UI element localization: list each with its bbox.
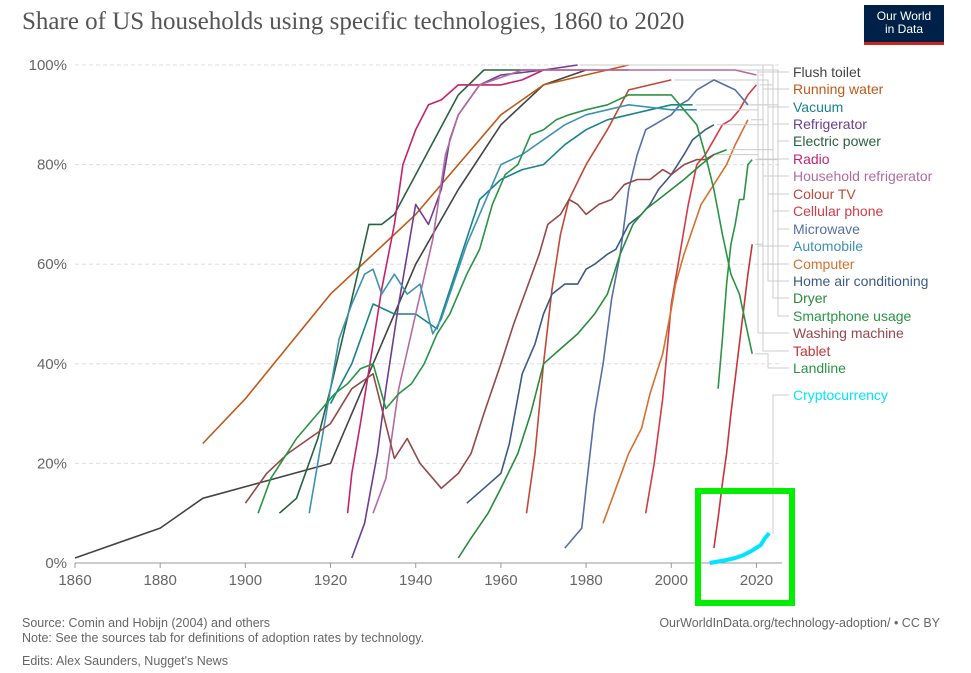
legend-label-computer: Computer <box>793 256 855 272</box>
series-line-household-refrigerator <box>372 69 757 514</box>
legend-connector <box>750 104 789 230</box>
series-line-colour-tv <box>525 79 672 514</box>
x-tick-label: 1860 <box>58 572 91 589</box>
series-line-computer <box>602 119 749 524</box>
legend-label-household-refrigerator: Household refrigerator <box>793 168 933 184</box>
y-tick-label: 80% <box>37 157 67 174</box>
y-tick-label: 40% <box>37 356 67 373</box>
series-line-dryer <box>457 148 727 559</box>
legend-connector <box>699 109 789 247</box>
x-tick-label: 1960 <box>484 572 517 589</box>
legend-label-refrigerator: Refrigerator <box>793 116 867 132</box>
x-tick-label: 1980 <box>569 572 602 589</box>
legend-connector <box>755 243 789 352</box>
owid-logo[interactable]: Our World in Data <box>864 5 944 45</box>
series-line-microwave <box>564 79 749 549</box>
y-tick-label: 20% <box>37 455 67 472</box>
logo-line-1: Our World <box>876 9 932 23</box>
legend-label-radio: Radio <box>793 151 830 167</box>
x-tick-label: 1940 <box>399 572 432 589</box>
x-tick-label: 2020 <box>740 572 773 589</box>
legend-label-landline: Landline <box>793 360 846 376</box>
legend-label-colour-tv: Colour TV <box>793 186 856 202</box>
legend-label-smartphone-usage: Smartphone usage <box>793 308 912 324</box>
legend-label-tablet: Tablet <box>793 343 830 359</box>
series-line-tablet <box>713 244 753 549</box>
legend-connector <box>750 119 789 265</box>
series-line-radio <box>346 69 629 514</box>
chart-title: Share of US households using specific te… <box>22 8 685 35</box>
series-line-running-water <box>202 64 629 445</box>
series-line-refrigerator <box>351 64 578 559</box>
series-line-home-air-conditioning <box>466 124 715 504</box>
legend-connector <box>759 74 789 177</box>
legend-label-home-air-conditioning: Home air conditioning <box>793 273 928 289</box>
legend-connector <box>759 84 789 212</box>
legend-label-cellular-phone: Cellular phone <box>793 203 883 219</box>
legend-label-vacuum: Vacuum <box>793 99 843 115</box>
series-line-washing-machine <box>244 153 715 504</box>
source-note: Source: Comin and Hobijn (2004) and othe… <box>22 616 271 630</box>
legend-label-cryptocurrency: Cryptocurrency <box>793 387 888 403</box>
legend-label-running-water: Running water <box>793 81 884 97</box>
x-tick-label: 1920 <box>314 572 347 589</box>
series-line-vacuum <box>329 104 693 404</box>
legend-label-microwave: Microwave <box>793 221 860 237</box>
logo-line-2: in Data <box>884 22 924 36</box>
logo-accent-bar <box>864 42 944 45</box>
legend-label-automobile: Automobile <box>793 238 863 254</box>
legend-label-electric-power: Electric power <box>793 133 881 149</box>
series-line-cryptocurrency <box>709 531 771 565</box>
series-line-smartphone-usage <box>717 159 753 389</box>
edits-note: Edits: Alex Saunders, Nugget's News <box>22 654 228 668</box>
legend-label-washing-machine: Washing machine <box>793 325 904 341</box>
y-tick-label: 0% <box>45 555 67 572</box>
legend-connector <box>729 149 789 299</box>
legend-label-dryer: Dryer <box>793 290 828 306</box>
x-tick-label: 1880 <box>143 572 176 589</box>
legend-connector <box>772 394 789 534</box>
x-tick-label: 1900 <box>229 572 262 589</box>
series-line-flush-toilet <box>74 69 587 559</box>
series-line-landline <box>257 94 753 514</box>
y-tick-label: 60% <box>37 256 67 273</box>
y-tick-label: 100% <box>29 57 67 74</box>
highlight-box <box>695 488 795 606</box>
legend-label-flush-toilet: Flush toilet <box>793 64 861 80</box>
credit-link[interactable]: OurWorldInData.org/technology-adoption/ … <box>659 616 940 630</box>
series-line-automobile <box>308 104 697 514</box>
legend-connector <box>755 159 789 317</box>
x-tick-label: 2000 <box>655 572 688 589</box>
legend-connector <box>755 353 789 369</box>
definitions-note: Note: See the sources tab for definition… <box>22 631 425 645</box>
